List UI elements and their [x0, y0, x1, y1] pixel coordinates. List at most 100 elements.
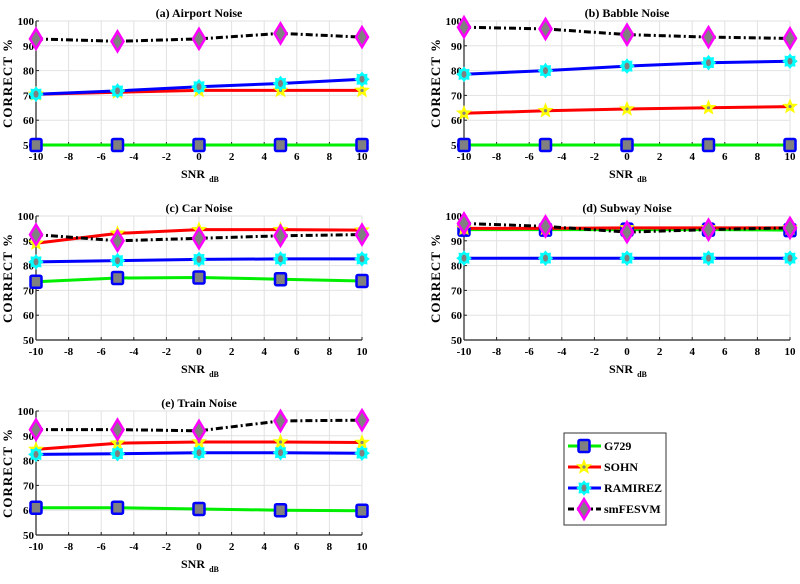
data-point-smfesvm	[28, 417, 44, 443]
data-point-ramirez-center	[278, 449, 283, 457]
series-line-smfesvm	[35, 233, 363, 243]
data-point-ramirez-center	[359, 449, 365, 457]
x-tick-label: -2	[590, 151, 600, 163]
y-tick-label: 70	[23, 480, 35, 492]
x-tick-label: 2	[657, 151, 663, 163]
x-axis-label-subscript: dB	[209, 175, 219, 184]
x-tick-label: -8	[64, 541, 74, 553]
series-line-smfesvm	[36, 418, 363, 433]
legend-label: G729	[604, 439, 631, 453]
y-tick-label: 60	[23, 115, 35, 127]
data-point-sohn-center	[115, 441, 120, 445]
x-tick-label: -8	[492, 346, 502, 358]
data-point-sohn-center	[706, 106, 711, 110]
subplot-title: (e) Train Noise	[161, 396, 237, 410]
data-point-ramirez-center	[461, 70, 467, 78]
x-tick-label: -4	[557, 346, 567, 358]
x-tick-label: 0	[624, 346, 630, 358]
x-tick-label: 0	[624, 151, 630, 163]
x-tick-label: -8	[64, 346, 74, 358]
x-tick-label: 6	[294, 346, 300, 358]
data-point-g729	[701, 137, 716, 153]
legend-marker-g729	[577, 438, 591, 454]
data-point-g729	[273, 271, 288, 287]
data-point-ramirez-center	[33, 90, 39, 98]
data-point-ramirez-center	[33, 450, 39, 458]
y-tick-label: 80	[451, 66, 463, 78]
x-axis-label-subscript: dB	[209, 370, 219, 379]
data-point-g729	[355, 273, 369, 289]
x-tick-label: -2	[162, 541, 172, 553]
data-point-smfesvm	[538, 16, 553, 42]
x-tick-label: -4	[557, 151, 567, 163]
data-point-g729	[29, 274, 43, 289]
x-tick-label: -4	[129, 346, 139, 358]
y-tick-label: 70	[451, 90, 463, 102]
data-point-g729	[110, 137, 125, 153]
data-point-g729	[192, 137, 206, 153]
subplot-3: -10 -8 -6 -4 -2 0 2 4 6 8 10 50 60 70 80 90 100 (c) Car N…	[0, 201, 371, 379]
data-point-sohn-center	[360, 88, 364, 93]
x-axis-label: SNR	[181, 362, 205, 376]
data-point-g729	[355, 137, 369, 153]
x-tick-label: 2	[657, 346, 663, 358]
legend-marker-sohn-center	[582, 465, 586, 469]
x-tick-label: 2	[229, 541, 235, 553]
x-tick-label: 4	[261, 151, 267, 163]
x-tick-label: -10	[29, 346, 44, 358]
data-point-ramirez-center	[115, 450, 120, 458]
data-point-g729	[538, 137, 553, 153]
x-tick-label: 8	[755, 151, 761, 163]
y-tick-label: 80	[23, 66, 35, 78]
data-point-ramirez-center	[196, 449, 202, 457]
data-point-sohn-center	[360, 440, 364, 445]
x-tick-label: -4	[129, 541, 139, 553]
x-tick-label: -10	[457, 151, 472, 163]
x-tick-label: 6	[294, 541, 300, 553]
x-tick-label: 10	[357, 346, 369, 358]
data-point-smfesvm	[28, 222, 44, 248]
legend-label: smFESVM	[604, 502, 661, 516]
x-tick-label: 8	[755, 346, 761, 358]
data-point-smfesvm	[110, 417, 125, 443]
y-tick-label: 90	[451, 236, 463, 248]
data-point-g729	[29, 500, 43, 515]
data-point-smfesvm	[354, 222, 370, 248]
subplot-5: -10 -8 -6 -4 -2 0 2 4 6 8 10 50 60 70 80 90 100 (e) Train…	[0, 396, 371, 574]
x-tick-label: 10	[357, 151, 369, 163]
data-point-smfesvm	[701, 217, 716, 243]
y-axis-label: CORRECT %	[0, 233, 15, 323]
data-point-ramirez-center	[115, 257, 120, 265]
x-tick-label: 0	[196, 151, 202, 163]
y-tick-label: 90	[23, 236, 35, 248]
y-tick-label: 60	[451, 115, 463, 127]
data-point-ramirez-center	[706, 254, 711, 262]
x-axis-label: SNR	[609, 362, 633, 376]
data-point-smfesvm	[273, 408, 288, 434]
data-point-sohn-center	[543, 109, 548, 113]
data-point-smfesvm	[354, 24, 370, 50]
data-point-g729	[783, 137, 797, 153]
data-point-smfesvm	[191, 225, 207, 251]
x-tick-label: -6	[525, 151, 535, 163]
data-point-smfesvm	[110, 228, 125, 254]
y-axis-label: CORRECT %	[428, 38, 443, 128]
x-tick-label: 0	[196, 541, 202, 553]
series-line-smfesvm	[463, 25, 791, 40]
data-point-g729	[29, 137, 43, 153]
data-point-smfesvm	[354, 407, 370, 433]
y-tick-label: 100	[18, 16, 35, 28]
data-point-ramirez-center	[543, 67, 548, 75]
y-tick-label: 60	[451, 310, 463, 322]
x-tick-label: -4	[129, 151, 139, 163]
y-axis-label: CORRECT %	[0, 428, 15, 518]
x-tick-label: 10	[785, 346, 797, 358]
y-tick-label: 60	[23, 310, 35, 322]
x-tick-label: 6	[722, 151, 728, 163]
data-point-ramirez-center	[278, 255, 283, 263]
y-tick-label: 80	[23, 261, 35, 273]
data-point-ramirez-center	[624, 62, 630, 70]
subplot-title: (a) Airport Noise	[156, 6, 243, 20]
data-point-ramirez-center	[543, 254, 548, 262]
y-tick-label: 100	[18, 406, 35, 418]
